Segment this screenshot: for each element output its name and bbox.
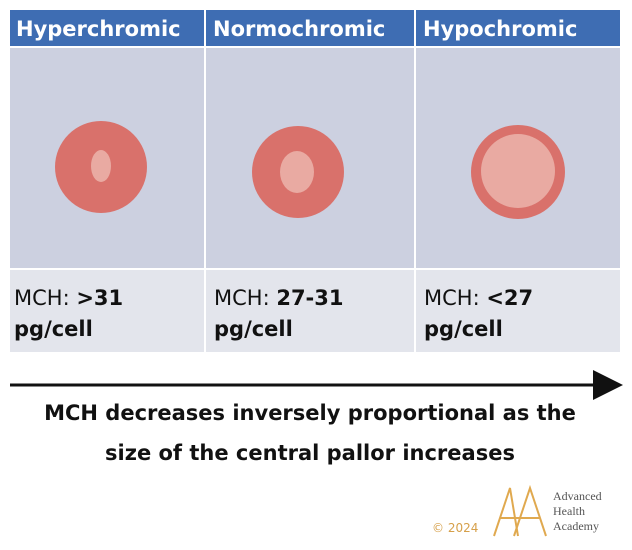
column-header: Normochromic <box>213 17 385 41</box>
copyright: © 2024 <box>432 521 478 535</box>
logo-mark <box>493 484 547 537</box>
logo-text: Advanced <box>553 489 602 503</box>
header-row <box>10 10 620 46</box>
column-header: Hyperchromic <box>16 17 181 41</box>
logo-text: Academy <box>553 519 599 533</box>
mch-unit: pg/cell <box>214 317 293 341</box>
logo-text: Health <box>553 504 585 518</box>
mch-label: MCH: <27 <box>424 286 533 310</box>
caption: size of the central pallor increases <box>105 441 515 465</box>
central-pallor <box>91 150 111 182</box>
table: Hyperchromic Normochromic Hypochromic MC… <box>10 10 620 352</box>
central-pallor <box>280 151 314 193</box>
central-pallor <box>481 134 555 208</box>
caption: MCH decreases inversely proportional as … <box>44 401 576 425</box>
mch-unit: pg/cell <box>14 317 93 341</box>
mch-label: MCH: 27-31 <box>214 286 344 310</box>
column-header: Hypochromic <box>423 17 577 41</box>
mch-label: MCH: >31 <box>14 286 123 310</box>
mch-unit: pg/cell <box>424 317 503 341</box>
mch-row <box>10 270 620 352</box>
